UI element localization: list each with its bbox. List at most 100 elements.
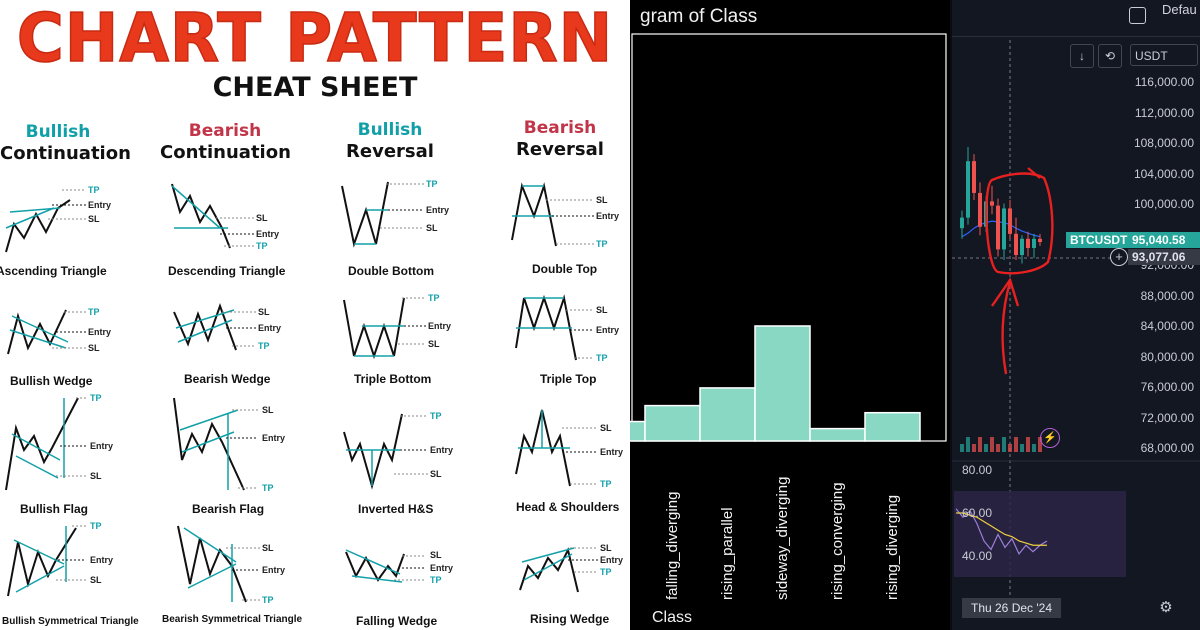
- price-axis-label: 76,000.00: [1140, 380, 1194, 394]
- price-axis-label: 116,000.00: [1134, 75, 1194, 89]
- lightning-icon[interactable]: ⚡: [1040, 428, 1060, 448]
- refresh-icon[interactable]: ⟲: [1098, 44, 1122, 68]
- price-axis-label: 100,000.00: [1133, 197, 1194, 211]
- volume-bar: [966, 437, 970, 452]
- volume-bar: [1032, 444, 1036, 452]
- layout-label[interactable]: Defau: [1162, 2, 1197, 17]
- tp-label: TP: [426, 179, 438, 189]
- volume-bar: [984, 444, 988, 452]
- column-header-bullish-reversal: Bullish Reversal: [335, 120, 445, 162]
- settings-icon[interactable]: ⚙: [1159, 599, 1173, 616]
- tp-label: TP: [90, 393, 102, 403]
- volume-bar: [1014, 437, 1018, 452]
- download-arrow-icon[interactable]: ↓: [1070, 44, 1094, 68]
- column-kind: Bearish: [188, 121, 262, 141]
- volume-bar: [1026, 437, 1030, 452]
- checkbox-icon[interactable]: [1129, 7, 1146, 24]
- pattern-name: Double Top: [532, 262, 598, 276]
- pattern-name: Bullish Symmetrical Triangle: [2, 616, 139, 627]
- entry-label: Entry: [596, 211, 619, 221]
- column-header-bearish-continuation: Bearish Continuation: [160, 121, 291, 163]
- candle-body: [1014, 233, 1018, 256]
- sl-label: SL: [430, 550, 442, 560]
- pattern-name: Bearish Flag: [192, 502, 265, 516]
- column-kind: Bullish: [25, 122, 91, 142]
- entry-label: Entry: [88, 327, 111, 337]
- volume-bar: [972, 444, 976, 452]
- pattern-name: Bearish Symmetrical Triangle: [162, 614, 303, 625]
- price-axis-label: 72,000.00: [1140, 410, 1194, 425]
- currency-select-value: USDT: [1135, 49, 1168, 63]
- crosshair-price: 93,077.06: [1132, 250, 1186, 264]
- column-type: Reversal: [346, 141, 434, 162]
- x-tick-label: rising_parallel: [718, 507, 736, 600]
- price-axis-label: 84,000.00: [1140, 319, 1194, 333]
- currency-select[interactable]: USDT: [1130, 44, 1198, 66]
- cheat-sheet-subtitle: CHEAT SHEET: [212, 72, 418, 103]
- pattern-name: Double Bottom: [348, 264, 434, 278]
- x-tick-label: sideway_diverging: [773, 476, 791, 600]
- entry-label: Entry: [600, 447, 623, 457]
- entry-label: Entry: [88, 200, 111, 210]
- tp-label: TP: [88, 307, 100, 317]
- pattern-name: Descending Triangle: [168, 264, 286, 278]
- volume-bar: [1020, 444, 1024, 452]
- candle-body: [1032, 238, 1036, 248]
- tp-label: TP: [256, 241, 268, 251]
- x-tick-label: rising_converging: [828, 482, 846, 600]
- candle-body: [978, 192, 982, 227]
- tp-label: TP: [596, 353, 608, 363]
- pattern-name: Inverted H&S: [358, 502, 434, 516]
- histogram-chart: [630, 33, 947, 442]
- price-axis-label: 104,000.00: [1133, 166, 1194, 181]
- x-tick-label: rising_diverging: [883, 494, 901, 600]
- histogram-panel: gram of Class falling_diverging rising_pa…: [630, 0, 950, 630]
- entry-label: Entry: [90, 441, 113, 451]
- sl-label: SL: [262, 405, 274, 415]
- volume-bar: [1002, 437, 1006, 452]
- crosshair-price-badge: 93,077.06: [1128, 249, 1200, 265]
- volume-bar: [960, 444, 964, 452]
- sl-label: SL: [258, 307, 270, 317]
- sl-label: SL: [600, 423, 612, 433]
- tp-label: TP: [262, 595, 274, 605]
- rsi-line: [955, 508, 1048, 555]
- cheat-sheet-title: CHART PATTERN: [16, 0, 614, 79]
- header-divider: [952, 36, 1200, 37]
- candle-body: [1008, 208, 1012, 234]
- sl-label: SL: [88, 343, 100, 353]
- entry-label: Entry: [596, 325, 619, 335]
- candle-body: [1002, 208, 1006, 250]
- moving-average-line: [961, 220, 1041, 238]
- date-label: Thu 26 Dec '24: [962, 598, 1062, 618]
- rsi-axis-label: 60.00: [962, 506, 993, 520]
- histogram-title: gram of Class: [640, 6, 758, 27]
- column-header-bullish-continuation: Bullish Continuation: [0, 122, 131, 164]
- sl-label: SL: [256, 213, 268, 223]
- pattern-name: Bullish Flag: [20, 502, 89, 516]
- tp-label: TP: [430, 411, 442, 421]
- pattern-name: Bullish Wedge: [10, 374, 93, 388]
- plus-circle-icon[interactable]: +: [1110, 248, 1128, 266]
- histogram-bar: [630, 420, 646, 442]
- last-price: 95,040.58: [1132, 233, 1186, 247]
- x-tick-label: falling_diverging: [663, 491, 681, 600]
- entry-label: Entry: [430, 445, 453, 455]
- tp-label: TP: [600, 479, 612, 489]
- column-kind: Bearish: [523, 118, 597, 138]
- entry-label: Entry: [430, 563, 453, 573]
- entry-label: Entry: [600, 555, 623, 565]
- sl-label: SL: [428, 339, 440, 349]
- pattern-name: Bearish Wedge: [184, 372, 271, 386]
- candle-body: [960, 217, 964, 229]
- histogram-bar: [754, 325, 811, 442]
- pair-label: BTCUSDT: [1070, 233, 1128, 247]
- sl-label: SL: [88, 214, 100, 224]
- last-price-badge: 95,040.58: [1128, 232, 1200, 248]
- volume-bar: [1038, 437, 1042, 452]
- sl-label: SL: [426, 223, 438, 233]
- entry-label: Entry: [262, 565, 285, 575]
- sl-label: SL: [600, 543, 612, 553]
- column-header-bearish-reversal: Bearish Reversal: [505, 118, 615, 160]
- entry-label: Entry: [428, 321, 451, 331]
